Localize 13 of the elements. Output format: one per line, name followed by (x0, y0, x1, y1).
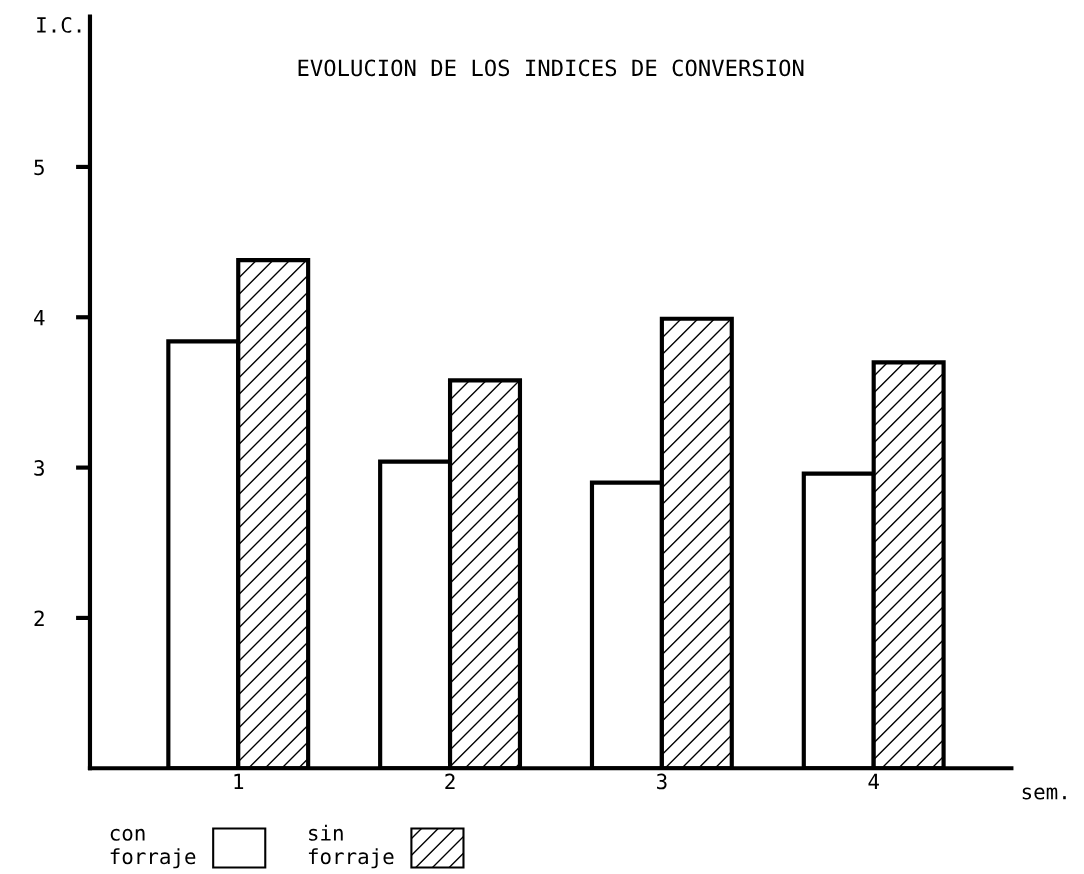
x-tick-label: 1 (234, 773, 244, 790)
y-tick-label: 3 (34, 460, 44, 476)
y-tick-label: 4 (34, 310, 45, 326)
x-tick-label: 2 (445, 773, 455, 790)
text: EVOLUCION DE LOS INDICES DE CONVERSION (298, 59, 804, 77)
x-tick-label: 4 (868, 773, 879, 790)
y-axis-title: I.C. (37, 17, 81, 33)
x-axis-title: sem. (1022, 787, 1066, 800)
x-tick-label: 3 (657, 773, 667, 790)
legend-label: con forraje (110, 828, 196, 869)
legend-label: sin forraje (308, 824, 394, 869)
y-tick-label: 5 (34, 159, 44, 176)
y-tick-label: 2 (34, 610, 44, 626)
